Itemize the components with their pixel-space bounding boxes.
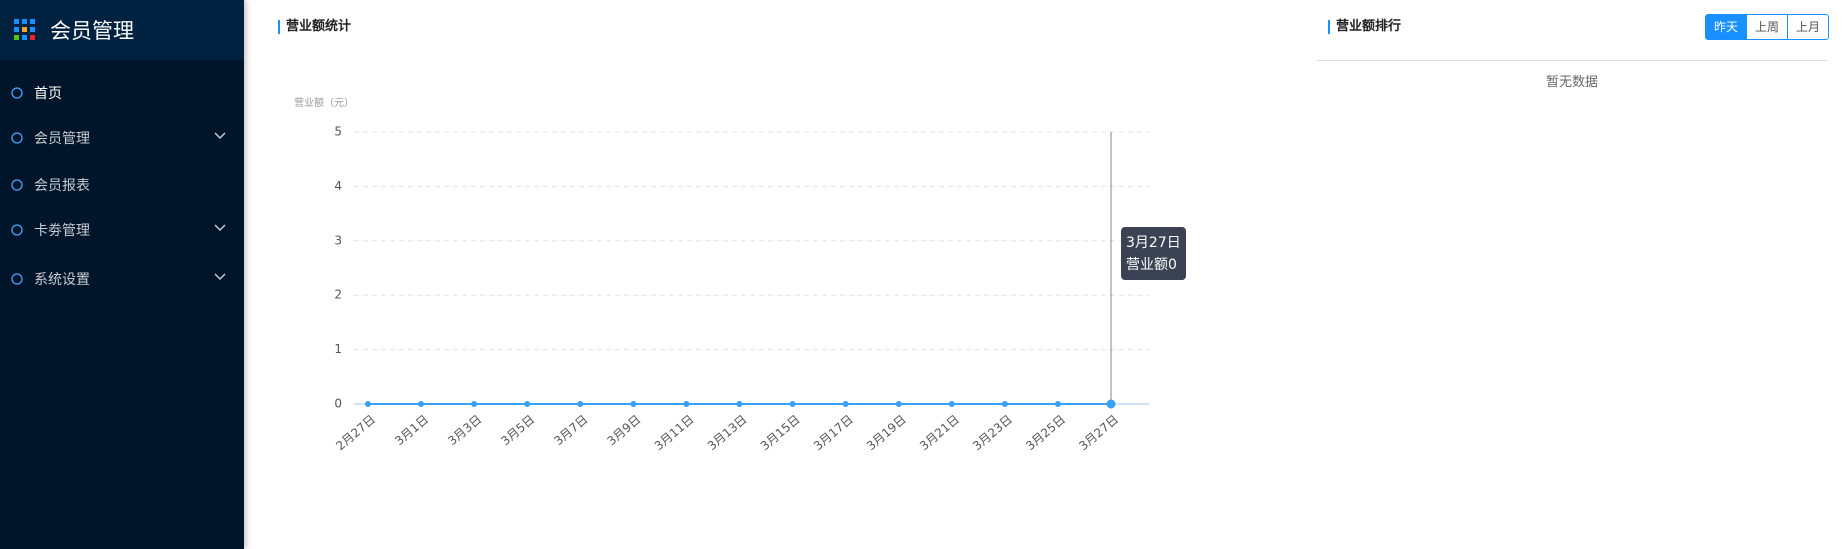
point (630, 401, 637, 407)
menu-item[interactable]: 卡劵管理 (0, 210, 244, 250)
tab[interactable]: 昨天 (1706, 15, 1746, 39)
x-tick-label: 3月3日 (445, 412, 484, 448)
separator (1317, 60, 1827, 61)
x-tick-label: 2月27日 (333, 412, 378, 453)
menu-label: 会员报表 (34, 178, 90, 194)
point (736, 401, 743, 407)
menu-item[interactable]: 首页 (0, 73, 244, 113)
x-tick-label: 3月27日 (1076, 412, 1121, 453)
app-title: 会员管理 (50, 19, 134, 43)
sidebar: 会员管理 首页 会员管理 会员报表 卡劵管理 系统设置 (0, 0, 244, 549)
logo-icon (14, 19, 35, 40)
menu-icon (11, 224, 23, 236)
ranking-panel: 营业额排行 昨天 上周 上月 暂无数据 (1310, 0, 1844, 549)
empty-text: 暂无数据 (1545, 75, 1598, 90)
sidebar-header: 会员管理 (0, 0, 244, 60)
y-axis-label: 营业额（元） (294, 96, 354, 109)
menu-icon (11, 132, 23, 144)
menu-icon (11, 273, 23, 285)
y-tick-label: 4 (334, 179, 342, 193)
point (948, 401, 955, 407)
icon-shape (11, 179, 23, 191)
point (842, 401, 849, 407)
chevron-path (214, 273, 226, 281)
point (1106, 399, 1116, 409)
menu-label: 首页 (34, 86, 62, 102)
point (418, 401, 425, 407)
x-tick-label: 3月9日 (604, 412, 643, 448)
tab[interactable]: 上月 (1787, 15, 1828, 39)
menu-item[interactable]: 会员报表 (0, 165, 244, 205)
icon-shape (11, 273, 23, 285)
point (577, 401, 584, 407)
point (683, 401, 690, 407)
menu-label: 卡劵管理 (34, 223, 90, 239)
point (1054, 401, 1061, 407)
x-tick-label: 3月19日 (864, 412, 909, 453)
icon-shape (11, 132, 23, 144)
point (365, 401, 371, 407)
tooltip-title: 3月27日 (1126, 235, 1181, 251)
chevron-path (214, 224, 226, 232)
menu-icon (11, 87, 23, 99)
menu-item[interactable]: 系统设置 (0, 259, 244, 299)
point (524, 401, 531, 407)
x-tick-label: 3月15日 (758, 412, 803, 453)
x-tick-label: 3月13日 (705, 412, 750, 453)
point (895, 401, 902, 407)
y-tick-label: 0 (334, 397, 342, 411)
point (471, 401, 478, 407)
point (789, 401, 796, 407)
tooltip-text: 营业额0 (1126, 257, 1177, 273)
x-tick-label: 3月1日 (392, 412, 431, 448)
tab[interactable]: 上周 (1746, 15, 1787, 39)
chevron (214, 273, 226, 281)
menu-label: 会员管理 (34, 131, 90, 147)
menu-item[interactable]: 会员管理 (0, 118, 244, 158)
y-tick-label: 5 (334, 125, 342, 139)
y-tick-label: 2 (334, 288, 342, 302)
menu-icon (11, 179, 23, 191)
tooltip-box (1121, 227, 1186, 280)
menu-label: 系统设置 (34, 272, 90, 288)
ranking-title: 营业额排行 (1328, 20, 1401, 34)
icon-shape (11, 224, 23, 236)
x-tick-label: 3月5日 (498, 412, 537, 448)
chevron-path (214, 132, 226, 140)
x-tick-label: 3月11日 (652, 412, 697, 453)
y-tick-label: 3 (334, 233, 342, 247)
x-tick-label: 3月7日 (551, 412, 590, 448)
x-tick-label: 3月25日 (1023, 412, 1068, 453)
chevron (214, 132, 226, 140)
x-tick-label: 3月21日 (917, 412, 962, 453)
chart-title: 营业额统计 (278, 20, 351, 34)
y-tick-label: 1 (334, 342, 342, 356)
chevron (214, 224, 226, 232)
x-tick-label: 3月23日 (970, 412, 1015, 453)
x-tick-label: 3月17日 (811, 412, 856, 453)
point (1001, 401, 1008, 407)
period-tabs: 昨天 上周 上月 (1705, 14, 1829, 40)
icon-shape (11, 87, 23, 99)
